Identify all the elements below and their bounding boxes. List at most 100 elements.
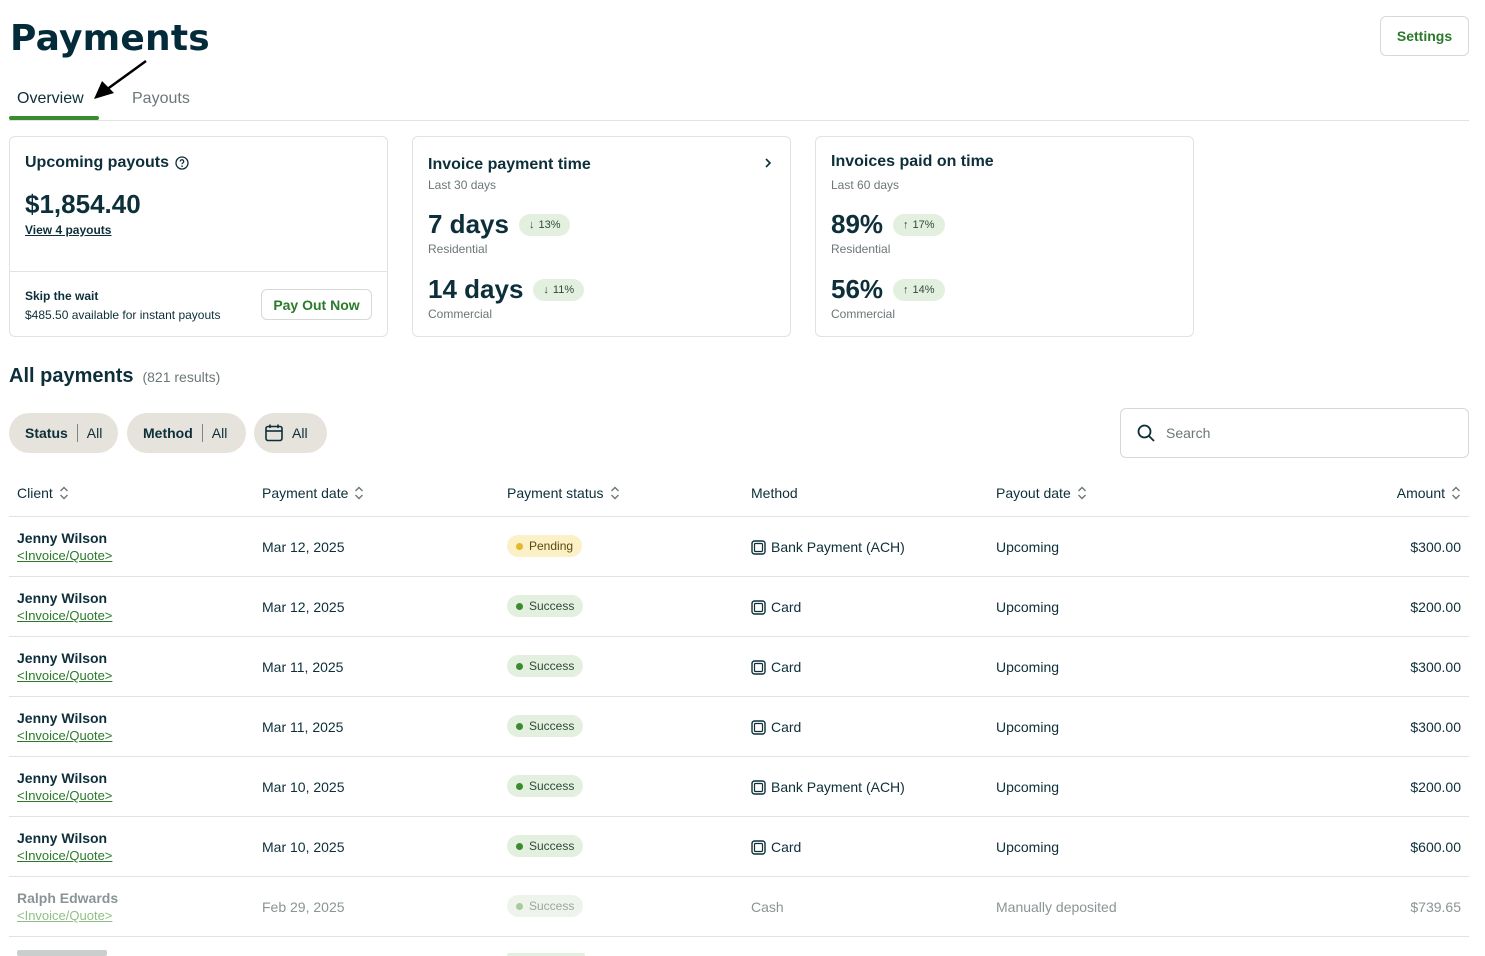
change-badge: ↑ 14%: [893, 278, 945, 301]
instant-available-text: $485.50 available for instant payouts: [25, 308, 221, 322]
sort-icon: [1077, 486, 1086, 500]
table-row[interactable]: [9, 937, 1469, 956]
commercial-percent: 56%: [831, 274, 884, 304]
invoice-quote-link[interactable]: <Invoice/Quote>: [17, 728, 113, 743]
truncated-row-text: [17, 950, 107, 956]
column-payment-status[interactable]: Payment status: [507, 485, 620, 501]
column-label: Method: [751, 485, 798, 501]
payout-date: Manually deposited: [996, 899, 1117, 915]
metric-label: Commercial: [428, 307, 493, 321]
client-name[interactable]: Jenny Wilson: [17, 830, 108, 846]
client-name[interactable]: Ralph Edwards: [17, 890, 119, 906]
invoice-quote-link[interactable]: <Invoice/Quote>: [17, 908, 113, 923]
section-heading: All payments (821 results): [9, 365, 220, 388]
payment-date: Mar 11, 2025: [262, 659, 344, 675]
arrow-up-icon: ↑: [903, 283, 909, 296]
column-payout-date[interactable]: Payout date: [996, 485, 1087, 501]
status-badge: Pending: [507, 535, 583, 557]
status-badge: Success: [507, 775, 584, 797]
table-row[interactable]: Jenny Wilson <Invoice/Quote> Mar 12, 2025 S…: [9, 577, 1469, 637]
status-cell: Success: [507, 595, 584, 617]
pay-out-now-button[interactable]: Pay Out Now: [261, 289, 372, 320]
method-label: Bank Payment (ACH): [771, 779, 905, 795]
table-row[interactable]: Jenny Wilson <Invoice/Quote> Mar 10, 2025 S…: [9, 817, 1469, 877]
settings-button[interactable]: Settings: [1380, 16, 1469, 56]
metric-label: Residential: [831, 242, 891, 256]
method-cell: Bank Payment (ACH): [751, 779, 905, 795]
column-amount[interactable]: Amount: [1397, 485, 1461, 501]
residential-days: 7 days: [428, 209, 509, 239]
help-icon[interactable]: [175, 156, 189, 170]
search-input[interactable]: Search: [1120, 408, 1469, 458]
status-label: Pending: [529, 539, 574, 553]
client-cell: Jenny Wilson <Invoice/Quote>: [17, 530, 112, 563]
date-filter[interactable]: All: [254, 413, 327, 453]
client-name[interactable]: Jenny Wilson: [17, 650, 108, 666]
status-badge: Success: [507, 595, 584, 617]
status-cell: Pending: [507, 535, 583, 557]
payout-date: Upcoming: [996, 539, 1060, 555]
table-row[interactable]: Jenny Wilson <Invoice/Quote> Mar 11, 2025 S…: [9, 697, 1469, 757]
status-dot-icon: [516, 782, 523, 790]
skip-title: Skip the wait: [25, 289, 99, 303]
payment-date: Mar 10, 2025: [262, 839, 345, 855]
arrow-down-icon: ↓: [543, 283, 549, 296]
table-row[interactable]: Jenny Wilson <Invoice/Quote> Mar 11, 2025 S…: [9, 637, 1469, 697]
client-cell: Jenny Wilson <Invoice/Quote>: [17, 710, 112, 743]
arrow-down-icon: ↓: [528, 218, 535, 231]
upcoming-payouts-card: Upcoming payouts $1,854.40 View 4 payout…: [9, 136, 388, 337]
status-label: Success: [529, 659, 575, 673]
table-row[interactable]: Jenny Wilson <Invoice/Quote> Mar 10, 2025 S…: [9, 757, 1469, 817]
status-cell: Success: [507, 655, 584, 677]
invoice-quote-link[interactable]: <Invoice/Quote>: [17, 608, 113, 623]
method-cell: Card: [751, 839, 801, 855]
method-label: Cash: [751, 899, 784, 915]
status-filter[interactable]: Status All: [9, 413, 118, 453]
chevron-right-icon[interactable]: [764, 157, 772, 169]
invoice-quote-link[interactable]: <Invoice/Quote>: [17, 548, 113, 563]
filter-value: All: [86, 425, 103, 441]
table-row[interactable]: Ralph Edwards <Invoice/Quote> Feb 29, 2025…: [9, 877, 1469, 937]
sort-icon: [59, 486, 68, 500]
client-name[interactable]: Jenny Wilson: [17, 530, 108, 546]
filter-value: All: [292, 425, 308, 441]
column-payment-date[interactable]: Payment date: [262, 485, 364, 501]
column-label: Client: [17, 485, 53, 501]
tab-payouts[interactable]: Payouts: [132, 90, 190, 107]
method-cell: Card: [751, 659, 801, 675]
filter-label: Status: [25, 425, 68, 441]
column-client[interactable]: Client: [17, 485, 69, 501]
status-cell: Success: [507, 835, 584, 857]
amount: $739.65: [1410, 899, 1461, 915]
view-payouts-link[interactable]: View 4 payouts: [25, 223, 112, 237]
invoice-quote-link[interactable]: <Invoice/Quote>: [17, 788, 113, 803]
invoice-quote-link[interactable]: <Invoice/Quote>: [17, 848, 113, 863]
invoice-quote-link[interactable]: <Invoice/Quote>: [17, 668, 113, 683]
change-value: 14%: [912, 283, 935, 296]
card-method-icon: [751, 719, 766, 735]
tab-overview[interactable]: Overview: [17, 90, 84, 107]
commercial-days: 14 days: [428, 274, 524, 304]
card-title: Upcoming payouts: [25, 154, 170, 171]
column-label: Amount: [1396, 485, 1445, 501]
method-label: Bank Payment (ACH): [771, 539, 905, 555]
sort-icon: [1452, 486, 1460, 500]
change-value: 11%: [552, 283, 575, 296]
invoice-payment-time-card[interactable]: Invoice payment time Last 30 days 7 days…: [412, 136, 791, 337]
column-label: Payment date: [262, 485, 349, 501]
card-method-icon: [751, 779, 766, 795]
table-row[interactable]: Jenny Wilson <Invoice/Quote> Mar 12, 2025 P…: [9, 517, 1469, 577]
change-badge: ↓ 11%: [533, 278, 585, 301]
column-method: Method: [751, 485, 798, 501]
card-method-icon: [751, 839, 766, 855]
client-name[interactable]: Jenny Wilson: [17, 770, 108, 786]
method-filter[interactable]: Method All: [127, 413, 246, 453]
period-label: Last 60 days: [831, 178, 900, 192]
client-name[interactable]: Jenny Wilson: [17, 710, 108, 726]
card-title: Invoices paid on time: [831, 153, 994, 170]
period-label: Last 30 days: [428, 178, 497, 192]
client-name[interactable]: Jenny Wilson: [17, 590, 108, 606]
payment-date: Feb 29, 2025: [262, 899, 345, 915]
pointer-arrow-icon: [94, 59, 147, 99]
card-method-icon: [751, 599, 766, 615]
